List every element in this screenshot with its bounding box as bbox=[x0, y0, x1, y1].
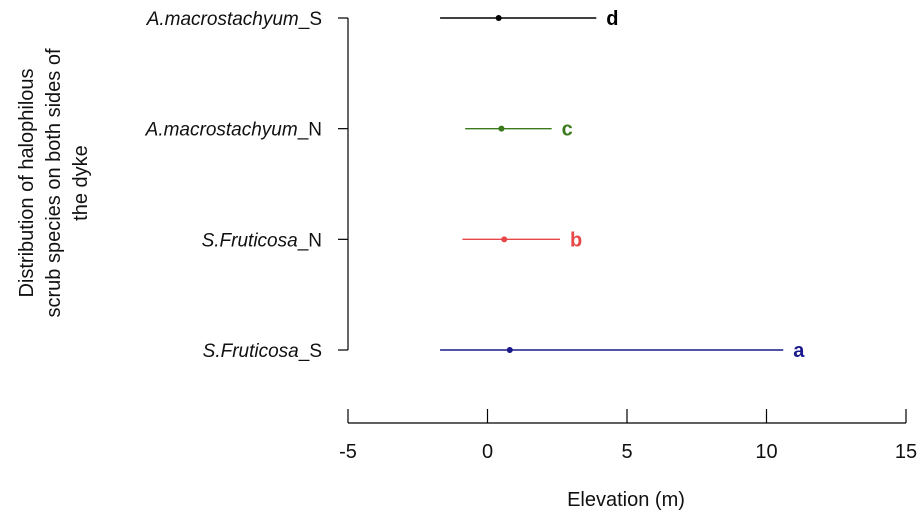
category-label: S.Fruticosa_S bbox=[203, 341, 322, 362]
category-label-species: A.macrostachyum bbox=[146, 9, 299, 30]
category-label-species: S.Fruticosa bbox=[203, 341, 299, 362]
y-axis-title: Distribution of halophilous scrub species… bbox=[16, 48, 92, 317]
plot-marks: d c b a bbox=[440, 8, 805, 362]
x-tick-label: 0 bbox=[482, 441, 493, 463]
x-axis: -5 0 5 10 15 bbox=[339, 409, 917, 463]
x-tick-label: 10 bbox=[755, 441, 777, 463]
category-label: A.macrostachyum_N bbox=[145, 120, 322, 141]
category-label-species: S.Fruticosa bbox=[202, 230, 298, 251]
category-label: S.Fruticosa_N bbox=[202, 230, 322, 251]
group-letter: b bbox=[570, 229, 582, 251]
category-label-side: _S bbox=[298, 9, 322, 30]
group-letter: d bbox=[606, 8, 618, 30]
mean-point bbox=[495, 15, 502, 21]
category-label-side: _N bbox=[297, 120, 322, 141]
x-axis-title: Elevation (m) bbox=[567, 489, 685, 511]
x-tick-label: 5 bbox=[621, 441, 632, 463]
y-axis: A.macrostachyum_SA.macrostachyum_NS.Frut… bbox=[145, 9, 349, 362]
category-label-side: _N bbox=[297, 230, 322, 251]
group-letter: c bbox=[562, 119, 573, 141]
y-axis-title-line: scrub species on both sides of bbox=[43, 48, 65, 317]
mean-point bbox=[501, 236, 508, 243]
category-label-species: A.macrostachyum bbox=[145, 120, 298, 141]
category-label: A.macrostachyum_S bbox=[146, 9, 322, 30]
y-axis-title-line: the dyke bbox=[70, 145, 92, 221]
x-tick-label: 15 bbox=[895, 441, 917, 463]
mean-point bbox=[506, 347, 513, 353]
y-axis-title-line: Distribution of halophilous bbox=[16, 68, 38, 297]
mean-point bbox=[498, 125, 505, 132]
category-label-side: _S bbox=[298, 341, 322, 362]
group-letter: a bbox=[793, 340, 805, 362]
x-tick-label: -5 bbox=[339, 441, 357, 463]
